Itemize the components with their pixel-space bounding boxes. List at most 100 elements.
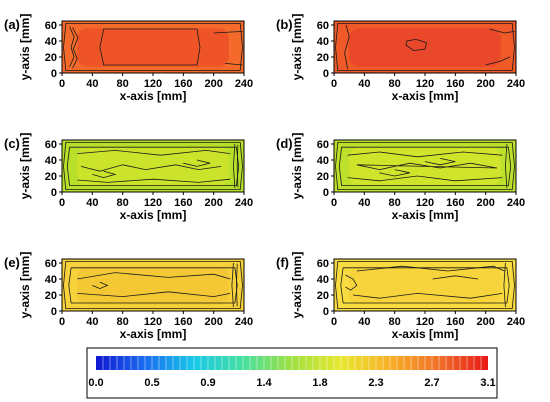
x-tick-label: 80: [117, 197, 129, 209]
contour-line: [356, 162, 498, 171]
contour-line: [236, 144, 239, 188]
y-tick-label: 0: [323, 68, 329, 80]
x-tick-label: 160: [174, 197, 192, 209]
x-tick-label: 160: [446, 78, 464, 90]
x-tick-label: 200: [476, 197, 494, 209]
contour-line: [68, 267, 238, 304]
y-tick-label: 40: [45, 155, 57, 167]
plot-inner-region: [77, 28, 229, 67]
contour-line: [405, 38, 427, 52]
contour-line: [504, 143, 508, 189]
panel-label: (f): [276, 255, 289, 270]
contour-line: [92, 281, 109, 290]
x-tick-label: 80: [117, 78, 129, 90]
y-tick-label: 20: [317, 171, 329, 183]
plot-inner-region: [77, 147, 229, 186]
x-axis-label: x-axis [mm]: [120, 208, 187, 222]
x-tick-label: 120: [416, 197, 434, 209]
x-tick-label: 200: [204, 197, 222, 209]
contour-line: [213, 31, 243, 34]
colorbar-tick-label: 0.9: [200, 377, 215, 389]
x-tick-label: 0: [331, 316, 337, 328]
x-tick-label: 200: [476, 316, 494, 328]
x-tick-label: 0: [59, 78, 65, 90]
y-tick-label: 20: [45, 52, 57, 64]
plot-inner-region: [77, 266, 229, 305]
x-tick-label: 0: [331, 78, 337, 90]
x-tick-label: 40: [358, 78, 370, 90]
y-tick-label: 0: [51, 306, 57, 318]
chart-panel: (d) 0 40 80 120 160 200 240 0 20 40 60 x-axis [mm] y-…: [276, 133, 525, 222]
contour-line: [352, 292, 503, 299]
panel-label: (d): [276, 136, 293, 151]
y-tick-label: 20: [45, 171, 57, 183]
chart-panel: (b) 0 40 80 120 160 200 240 0 20 40 60 x-axis [mm] y-…: [276, 14, 525, 103]
contour-line: [432, 275, 479, 280]
x-axis-label: x-axis [mm]: [120, 327, 187, 341]
y-tick-label: 0: [323, 306, 329, 318]
y-tick-label: 60: [317, 139, 329, 151]
contour-line: [344, 24, 350, 70]
contour-line: [424, 158, 456, 166]
y-tick-label: 40: [45, 274, 57, 286]
contour-line: [338, 146, 512, 187]
contour-line: [335, 260, 515, 310]
y-tick-label: 60: [45, 20, 57, 32]
x-tick-label: 240: [235, 197, 253, 209]
y-axis-label: y-axis [mm]: [18, 252, 32, 319]
x-tick-label: 0: [59, 316, 65, 328]
x-tick-label: 200: [204, 78, 222, 90]
chart-panel: (f) 0 40 80 120 160 200 240 0 20 40 60 x-axis [mm] y-…: [276, 252, 525, 341]
x-tick-label: 40: [86, 78, 98, 90]
y-tick-label: 40: [317, 36, 329, 48]
y-axis-label: y-axis [mm]: [290, 252, 304, 319]
contour-line: [340, 267, 510, 304]
contour-line: [77, 272, 231, 280]
colorbar-tick-label: 0.5: [144, 377, 159, 389]
contour-line: [183, 159, 210, 167]
x-tick-label: 40: [358, 316, 370, 328]
colorbar-tick-label: 2.7: [424, 377, 439, 389]
plot-inner-region: [349, 266, 501, 305]
colorbar-tick-label: 1.8: [312, 377, 327, 389]
y-tick-label: 20: [45, 290, 57, 302]
y-axis-label: y-axis [mm]: [290, 133, 304, 200]
contour-line: [63, 260, 243, 310]
contour-line: [356, 265, 505, 272]
contour-line: [80, 164, 222, 172]
colorbar-tick-label: 0.0: [88, 377, 103, 389]
x-tick-label: 120: [416, 316, 434, 328]
x-tick-label: 80: [389, 316, 401, 328]
x-tick-label: 80: [389, 197, 401, 209]
contour-line: [335, 141, 515, 191]
panel-label: (a): [4, 17, 20, 32]
colorbar: 0.0 0.5 0.9 1.4 1.8 2.3 2.7 3.1: [86, 347, 498, 399]
contour-line: [347, 151, 503, 158]
x-tick-label: 160: [174, 316, 192, 328]
x-tick-label: 120: [144, 316, 162, 328]
contour-line: [72, 27, 79, 69]
x-axis-label: x-axis [mm]: [120, 89, 187, 103]
y-tick-label: 0: [51, 187, 57, 199]
x-tick-label: 120: [144, 197, 162, 209]
x-tick-label: 200: [204, 316, 222, 328]
x-tick-label: 160: [446, 197, 464, 209]
x-tick-label: 80: [117, 316, 129, 328]
x-tick-label: 0: [331, 197, 337, 209]
contour-line: [63, 22, 243, 71]
contour-line: [489, 28, 515, 34]
x-tick-label: 40: [86, 197, 98, 209]
contour-line: [379, 169, 410, 177]
y-tick-label: 40: [317, 155, 329, 167]
x-tick-label: 40: [86, 316, 98, 328]
colorbar-tick-label: 2.3: [368, 377, 383, 389]
y-tick-label: 60: [45, 139, 57, 151]
y-tick-label: 0: [51, 68, 57, 80]
contour-line: [232, 143, 236, 189]
y-tick-label: 0: [323, 187, 329, 199]
x-axis-label: x-axis [mm]: [392, 208, 459, 222]
chart-panel: (e) 0 40 80 120 160 200 240 0 20 40 60 x-axis [mm] y-…: [4, 252, 253, 341]
y-tick-label: 40: [45, 36, 57, 48]
contour-line: [224, 63, 243, 66]
